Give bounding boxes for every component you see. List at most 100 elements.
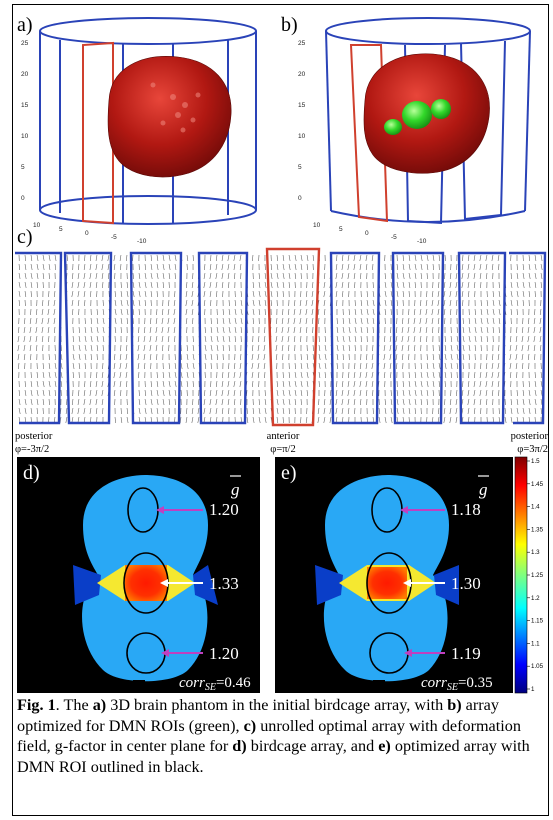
- panel-b-y-ticks: 25 20 15 10 5 0: [298, 40, 306, 202]
- colorbar-tick-label: 1.45: [531, 481, 544, 488]
- axis-label-center-phi: φ=π/2: [270, 444, 295, 455]
- coil-strip: [15, 251, 63, 425]
- panel-c: c) posterior φ=-3π/2 anterior φ=π/2 post…: [15, 226, 548, 455]
- panel-a-x-tick: 10: [33, 222, 41, 229]
- axis-label-left-name: posterior: [15, 431, 53, 442]
- colorbar-gradient: [514, 456, 528, 694]
- panel-d-corr: corrSE=0.46: [179, 675, 251, 693]
- panel-e-value-top: 1.18: [451, 500, 481, 519]
- coil-strip: [509, 251, 547, 425]
- coil-strip: [197, 251, 249, 425]
- colorbar-tick-label: 1.4: [531, 504, 540, 511]
- caption-ref-d: d): [232, 737, 247, 755]
- panel-e-label: e): [281, 462, 297, 484]
- panel-b-y-tick: 10: [298, 133, 306, 140]
- panel-d-value-top: 1.20: [209, 500, 239, 519]
- colorbar-tick-label: 1.2: [531, 595, 540, 602]
- panel-d-value-bottom: 1.20: [209, 644, 239, 663]
- caption-text-6: optimized array with DMN ROI outlined in…: [17, 737, 530, 776]
- panel-a-label: a): [17, 14, 33, 36]
- panel-d-roi-arrows: [156, 506, 203, 657]
- unrolled-axis-labels: posterior φ=-3π/2 anterior φ=π/2 posteri…: [15, 431, 548, 455]
- panel-b-x-tick: 10: [313, 222, 321, 229]
- panel-a-x-tick: -5: [111, 234, 117, 241]
- panel-e-gbar: g: [479, 480, 488, 499]
- axis-label-right-name: posterior: [511, 431, 549, 442]
- panel-a-brain: [107, 56, 232, 178]
- panel-b-y-tick: 25: [298, 40, 306, 47]
- caption-ref-c: c): [243, 716, 257, 735]
- panel-a-brain-texture: [150, 82, 201, 133]
- axis-label-right-phi: φ=3π/2: [517, 444, 548, 455]
- panel-a-y-ticks: 25 20 15 10 5 0: [21, 40, 29, 202]
- panel-e-value-bottom: 1.19: [451, 644, 481, 663]
- panel-e-value-center: 1.30: [451, 574, 481, 593]
- colorbar-tick-label: 1.15: [531, 618, 544, 625]
- panel-d-gfactor-map: [73, 475, 218, 688]
- panel-e-corr: corrSE=0.35: [421, 675, 493, 693]
- colorbar-tick-label: 1.5: [531, 458, 540, 465]
- coil-strip: [457, 251, 507, 425]
- axis-label-center-name: anterior: [267, 431, 300, 442]
- panel-e: e) g 1.18 1.30 1.19 corrSE=0.35: [275, 457, 513, 693]
- deformation-field: [17, 254, 543, 424]
- panel-d-label: d): [23, 462, 40, 484]
- panel-a-y-tick: 5: [21, 164, 25, 171]
- axis-label-left-phi: φ=-3π/2: [15, 444, 49, 455]
- figure-caption: Fig. 1. The a) 3D brain phantom in the i…: [17, 695, 545, 777]
- colorbar-tick-label: 1.1: [531, 640, 540, 647]
- coil-strip: [391, 251, 445, 425]
- panel-b-red-coil: [349, 44, 389, 223]
- panel-a-y-tick: 15: [21, 102, 29, 109]
- panel-c-label: c): [17, 226, 33, 248]
- panel-d: d) g 1.20 1.33 1.20 corrSE=0.46: [17, 457, 260, 693]
- colorbar-tick-label: 1.05: [531, 663, 544, 670]
- figure-frame: a) 25 20 15 10 5 0 10 5 0 -5 -10 b) 25 20 15 10 5 0: [12, 4, 549, 816]
- caption-text-3: array optimized for DMN ROIs (green),: [17, 696, 499, 735]
- panel-b-x-tick: 5: [339, 226, 343, 233]
- caption-text-1: . The: [55, 696, 93, 714]
- panel-e-roi-arrows: [400, 506, 445, 657]
- panel-a-y-tick: 25: [21, 40, 29, 47]
- panel-b-label: b): [281, 14, 298, 36]
- caption-ref-b: b): [447, 696, 462, 714]
- colorbar-tick-label: 1.35: [531, 526, 544, 533]
- panel-b-x-tick: -10: [417, 238, 427, 245]
- coil-strip: [265, 247, 321, 427]
- panel-a-y-tick: 10: [21, 133, 29, 140]
- caption-fig-number: Fig. 1: [17, 696, 56, 714]
- panel-b-dmn-rois: [384, 99, 451, 135]
- caption-text-4: unrolled optimal array with deformation …: [17, 716, 521, 756]
- caption-ref-a: a): [92, 696, 107, 714]
- panel-a-x-ticks: 10 5 0 -5 -10: [33, 222, 147, 245]
- coil-strip: [63, 251, 113, 425]
- caption-text-5: birdcage array, and: [246, 737, 379, 755]
- panel-a-red-coil: [82, 41, 114, 225]
- panel-e-gfactor-map: [315, 475, 459, 688]
- panel-b-y-tick: 0: [298, 195, 302, 202]
- panel-b-x-tick: 0: [365, 230, 369, 237]
- coil-strip: [329, 251, 381, 425]
- panel-b-y-tick: 15: [298, 102, 306, 109]
- coil-strip: [129, 251, 183, 425]
- panel-b-y-tick: 5: [298, 164, 302, 171]
- colorbar-tick-label: 1.25: [531, 572, 544, 579]
- panel-a-y-tick: 0: [21, 195, 25, 202]
- panel-a: a) 25 20 15 10 5 0 10 5 0 -5 -10: [17, 14, 257, 245]
- panel-b: b) 25 20 15 10 5 0 10 5 0 -5 -10: [281, 14, 531, 245]
- colorbar: 1.5 1.45 1.4 1.35 1.3 1.25 1.2 1.15 1.1 1.05 1: [514, 456, 544, 694]
- caption-text-2: 3D brain phantom in the initial birdcage…: [106, 696, 448, 714]
- panel-a-y-tick: 20: [21, 71, 29, 78]
- caption-ref-e: e): [378, 737, 391, 755]
- colorbar-tick-label: 1: [531, 686, 535, 693]
- panel-b-y-tick: 20: [298, 71, 306, 78]
- panel-b-x-ticks: 10 5 0 -5 -10: [313, 222, 427, 245]
- panel-a-x-tick: 5: [59, 226, 63, 233]
- panel-a-x-tick: -10: [137, 238, 147, 245]
- panel-a-x-tick: 0: [85, 230, 89, 237]
- colorbar-tick-label: 1.3: [531, 549, 540, 556]
- colorbar-ticks: 1.5 1.45 1.4 1.35 1.3 1.25 1.2 1.15 1.1 1.05 1: [527, 458, 544, 693]
- panel-d-gbar: g: [231, 480, 240, 499]
- panel-d-value-center: 1.33: [209, 574, 239, 593]
